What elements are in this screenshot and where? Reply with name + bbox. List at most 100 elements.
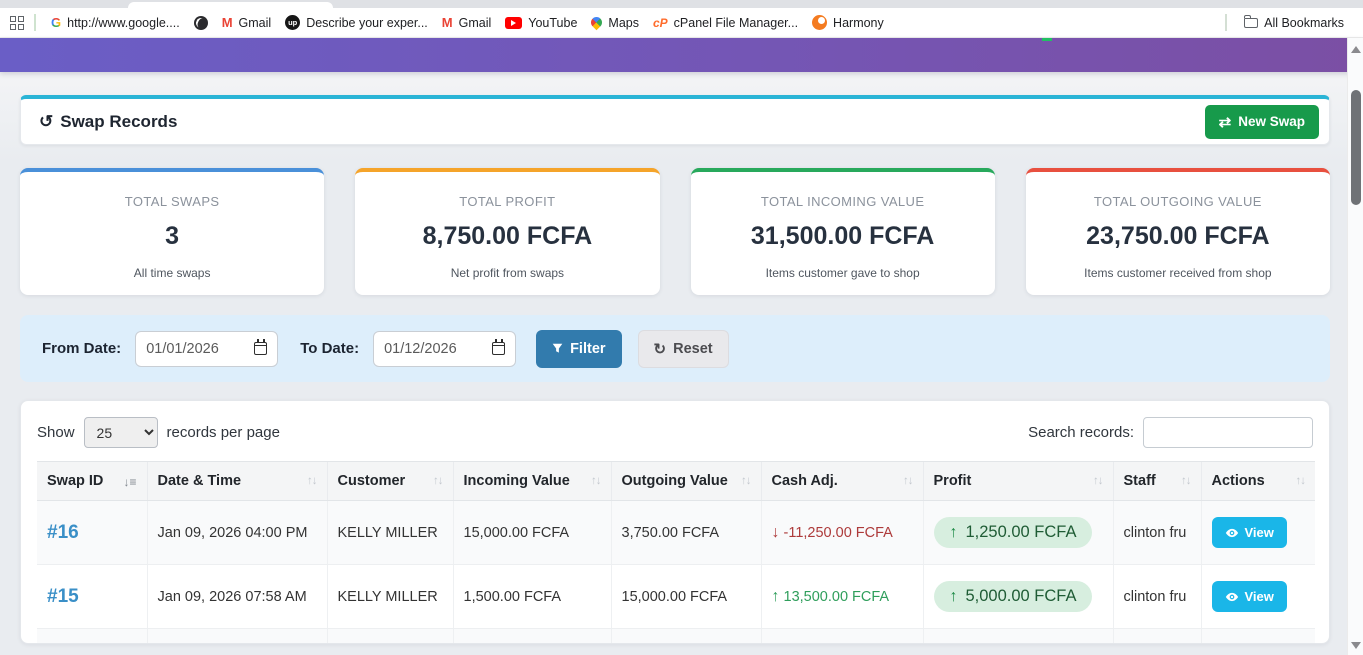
to-date-label: To Date: <box>300 340 360 357</box>
bookmark-globe[interactable] <box>187 13 215 33</box>
actions-cell: View <box>1200 628 1315 643</box>
reset-label: Reset <box>673 340 713 357</box>
outgoing-cell: 15,000.00 FCFA <box>610 564 761 629</box>
search-label: Search records: <box>1028 424 1134 441</box>
bookmark-label: Harmony <box>833 15 884 30</box>
bookmarks-divider <box>34 14 36 31</box>
scroll-up-arrow[interactable] <box>1351 46 1361 53</box>
bookmark-gmail-2[interactable]: M Gmail <box>435 12 499 33</box>
bookmark-upwork[interactable]: Describe your exper... <box>278 12 435 33</box>
youtube-icon <box>505 16 523 29</box>
scrollbar-thumb[interactable] <box>1351 90 1361 205</box>
calendar-icon[interactable] <box>254 338 268 355</box>
incoming-cell: 1,500.00 FCFA <box>452 564 611 629</box>
down-arrow-icon: ↓ <box>771 523 780 541</box>
sort-icon: ↑↓ <box>307 475 317 487</box>
bookmark-youtube[interactable]: YouTube <box>498 13 584 33</box>
scroll-down-arrow[interactable] <box>1351 642 1361 649</box>
from-date-field <box>135 330 279 367</box>
page-header-card: ↺ Swap Records ⇄ New Swap <box>20 95 1330 145</box>
browser-tab[interactable] <box>128 2 333 8</box>
col-customer[interactable]: ↑↓ Customer <box>326 461 453 501</box>
browser-window-top <box>0 0 1363 8</box>
incoming-cell: 15,000.00 FCFA <box>452 628 611 643</box>
bookmark-harmony[interactable]: Harmony <box>805 12 891 33</box>
swap-id-cell: #14 <box>37 628 147 643</box>
gmail-icon: M <box>221 15 233 30</box>
bookmarks-bar: G http://www.google.... M Gmail Describe… <box>0 8 1363 38</box>
sort-desc-icon: ↓≡ <box>123 475 137 489</box>
col-date-time[interactable]: ↑↓ Date & Time <box>146 461 327 501</box>
actions-cell: View <box>1200 564 1315 629</box>
filter-button[interactable]: Filter <box>536 329 622 368</box>
card-total-profit: TOTAL PROFIT 8,750.00 FCFA Net profit fr… <box>355 168 660 295</box>
apps-grid-icon[interactable] <box>10 15 24 30</box>
reset-button[interactable]: ↻ Reset <box>637 329 729 368</box>
customer-cell: MARRON CHE <box>326 628 453 643</box>
sort-icon: ↑↓ <box>1093 475 1103 487</box>
outgoing-cell: 3,750.00 FCFA <box>610 500 761 565</box>
table-row: #14 Jan 09, 2026 07:51 AM MARRON CHE 15,… <box>37 628 1315 643</box>
sort-icon: ↑↓ <box>1181 475 1191 487</box>
sort-icon: ↑↓ <box>1295 475 1306 487</box>
bookmark-maps[interactable]: Maps <box>584 13 646 33</box>
col-outgoing-value[interactable]: ↑↓ Outgoing Value <box>610 461 761 501</box>
col-incoming-value[interactable]: ↑↓ Incoming Value <box>452 461 611 501</box>
all-bookmarks-button[interactable]: All Bookmarks <box>1237 13 1351 33</box>
bookmark-cpanel[interactable]: cP cPanel File Manager... <box>646 13 805 33</box>
date-filter-bar: From Date: To Date: Filter ↻ Reset <box>20 315 1330 382</box>
bookmark-google[interactable]: G http://www.google.... <box>44 12 187 33</box>
card-subtext: Items customer received from shop <box>1084 266 1272 280</box>
card-total-swaps: TOTAL SWAPS 3 All time swaps <box>20 168 325 295</box>
swap-id-cell: #15 <box>37 564 147 629</box>
card-subtext: All time swaps <box>133 266 211 280</box>
from-date-input[interactable] <box>146 340 255 357</box>
col-cash-adj[interactable]: ↑↓ Cash Adj. <box>760 461 923 501</box>
datetime-cell: Jan 09, 2026 07:58 AM <box>146 564 327 629</box>
page-size-select[interactable]: 25 <box>83 417 158 448</box>
card-total-outgoing: TOTAL OUTGOING VALUE 23,750.00 FCFA Item… <box>1025 168 1330 295</box>
bookmark-label: Maps <box>608 15 639 30</box>
vertical-scrollbar[interactable] <box>1347 38 1363 655</box>
up-arrow-icon: ↑ <box>771 587 780 605</box>
google-g-icon: G <box>51 15 62 30</box>
bookmark-label: Gmail <box>458 15 492 30</box>
to-date-input[interactable] <box>384 340 493 357</box>
swap-id-cell: #16 <box>37 500 147 565</box>
from-date-label: From Date: <box>42 340 122 357</box>
col-actions[interactable]: ↑↓ Actions <box>1200 461 1315 501</box>
all-bookmarks-label: All Bookmarks <box>1264 15 1344 30</box>
records-per-page-label: records per page <box>166 424 280 441</box>
outgoing-cell: 5,000.00 FCFA <box>610 628 761 643</box>
profit-cell: ↑ 5,000.00 FCFA <box>922 564 1113 629</box>
card-value: 8,750.00 FCFA <box>422 222 593 250</box>
search-input[interactable] <box>1143 417 1313 448</box>
bookmark-gmail-1[interactable]: M Gmail <box>215 12 279 33</box>
page-body: ↺ Swap Records ⇄ New Swap TOTAL SWAPS 3 … <box>0 72 1347 655</box>
bookmark-label: http://www.google.... <box>67 15 180 30</box>
col-profit[interactable]: ↑↓ Profit <box>922 461 1113 501</box>
calendar-icon[interactable] <box>492 338 506 355</box>
table-header-row: ↓≡ Swap ID ↑↓ Date & Time ↑↓ Customer ↑↓ Inc… <box>37 461 1315 501</box>
profit-cell: ↑2,500.00 FCFA <box>922 628 1113 643</box>
new-swap-button[interactable]: ⇄ New Swap <box>1204 104 1319 139</box>
gmail-icon: M <box>441 15 453 30</box>
card-label: TOTAL SWAPS <box>124 194 220 209</box>
navbar-notch <box>1042 38 1052 41</box>
bookmarks-divider <box>1225 14 1228 31</box>
col-swap-id[interactable]: ↓≡ Swap ID <box>37 461 147 501</box>
col-staff[interactable]: ↑↓ Staff <box>1112 461 1201 501</box>
sort-icon: ↑↓ <box>433 475 443 487</box>
bookmark-label: cPanel File Manager... <box>673 15 799 30</box>
card-subtext: Items customer gave to shop <box>765 266 920 280</box>
card-value: 31,500.00 FCFA <box>750 222 935 250</box>
globe-icon <box>193 15 208 30</box>
card-subtext: Net profit from swaps <box>450 266 565 280</box>
page-title-text: Swap Records <box>60 111 178 131</box>
view-button[interactable]: View <box>1211 517 1287 548</box>
view-button[interactable]: View <box>1211 581 1287 612</box>
to-date-field <box>373 330 517 367</box>
profit-badge: ↑ 1,250.00 FCFA <box>933 517 1093 548</box>
cash-adj-cell: ↓-10,000.00 FCFA <box>760 628 923 643</box>
staff-cell: clinton fru <box>1112 628 1201 643</box>
